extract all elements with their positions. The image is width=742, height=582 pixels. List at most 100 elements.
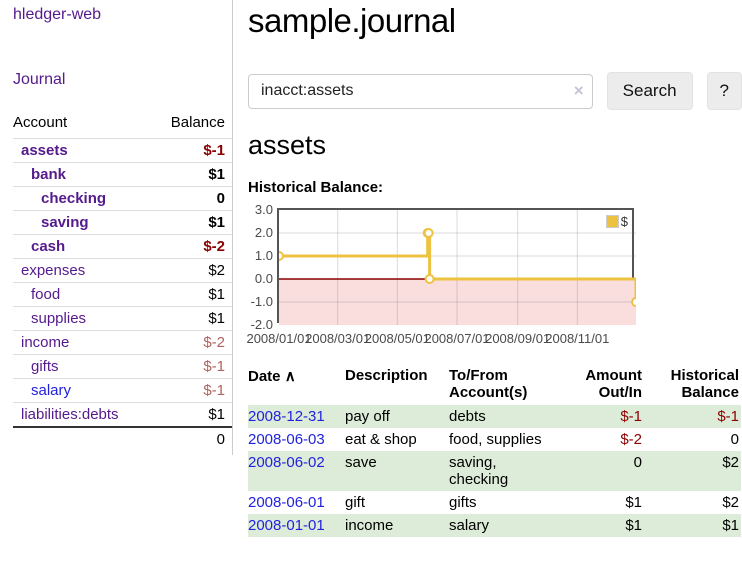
chart-canvas <box>279 210 636 325</box>
account-balance: $-1 <box>151 354 232 379</box>
account-row: salary $-1 <box>13 378 232 403</box>
transaction-amount: $-1 <box>620 408 642 425</box>
nav-journal-link[interactable]: Journal <box>13 71 66 88</box>
transaction-date-link[interactable]: 2008-06-01 <box>248 494 325 511</box>
accounts-table: Account Balance assets $-1 bank $1 checking 0… <box>13 110 232 451</box>
search-input[interactable] <box>248 73 593 109</box>
app-title-link[interactable]: hledger-web <box>13 6 102 23</box>
account-link[interactable]: food <box>31 286 61 303</box>
register-header-amount: Amount Out/In <box>585 367 642 401</box>
accounts-header-account: Account <box>13 110 152 139</box>
account-row: expenses $2 <box>13 258 232 283</box>
help-button[interactable]: ? <box>706 72 742 110</box>
account-link[interactable]: supplies <box>31 310 87 327</box>
historical-balance-chart: 3.0 2.0 1.0 0.0 -1.0 -2.0 $ 2008/01/01 2008/03… <box>246 202 742 348</box>
x-tick-label: 2008/09/01 <box>485 331 551 346</box>
search-button[interactable]: Search <box>606 72 693 110</box>
transaction-amount: $1 <box>625 517 642 534</box>
transaction-date-link[interactable]: 2008-12-31 <box>248 408 325 425</box>
register-row: 2008-06-01 gift gifts $1 $2 <box>248 491 741 514</box>
chart-plot-area: $ <box>277 208 636 325</box>
transaction-description: gift <box>345 494 366 511</box>
account-row: food $1 <box>13 282 232 307</box>
account-balance: $-2 <box>151 330 232 355</box>
register-row: 2008-06-02 save saving, checking 0 $2 <box>248 451 741 491</box>
transaction-amount: 0 <box>633 454 642 471</box>
transaction-balance: $-1 <box>717 408 739 425</box>
transaction-balance: $2 <box>722 454 739 471</box>
chart-legend: $ <box>604 213 629 230</box>
transaction-description: save <box>345 454 377 471</box>
legend-swatch-icon <box>605 215 619 228</box>
x-tick-label: 2008/11/01 <box>545 331 610 346</box>
account-link[interactable]: assets <box>21 142 68 159</box>
account-row: supplies $1 <box>13 306 232 331</box>
transaction-accounts: debts <box>449 408 486 425</box>
account-balance: $-2 <box>151 234 232 259</box>
transaction-description: pay off <box>345 408 390 425</box>
main-content: sample.journal × Search ? assets Histori… <box>246 0 742 537</box>
transaction-date-link[interactable]: 2008-06-03 <box>248 431 325 448</box>
account-balance: $1 <box>151 282 232 307</box>
account-balance: $1 <box>151 210 232 235</box>
register-header-accounts: To/From Account(s) <box>449 367 528 401</box>
transaction-date-link[interactable]: 2008-01-01 <box>248 517 325 534</box>
chart-title: Historical Balance: <box>248 179 384 196</box>
account-row: bank $1 <box>13 162 232 187</box>
account-link[interactable]: gifts <box>31 358 59 375</box>
account-link[interactable]: income <box>21 334 70 351</box>
accounts-header-balance: Balance <box>151 110 232 139</box>
account-row: saving $1 <box>13 210 232 235</box>
account-row: assets $-1 <box>13 138 232 163</box>
account-row: gifts $-1 <box>13 354 232 379</box>
account-link[interactable]: cash <box>31 238 66 255</box>
account-balance: $1 <box>151 306 232 331</box>
account-balance: $-1 <box>151 378 232 403</box>
account-balance: 0 <box>151 186 232 211</box>
register-row: 2008-06-03 eat & shop food, supplies $-2 0 <box>248 428 741 451</box>
account-balance: $1 <box>151 402 232 428</box>
account-link[interactable]: expenses <box>21 262 86 279</box>
account-row: liabilities:debts $1 <box>13 402 232 428</box>
x-tick-label: 2008/05/01 <box>364 331 430 346</box>
clear-search-icon[interactable]: × <box>573 80 584 100</box>
y-tick-label: -1.0 <box>250 294 273 309</box>
account-balance: $2 <box>151 258 232 283</box>
search-bar: × Search ? <box>248 72 742 110</box>
register-header-description: Description <box>345 367 428 384</box>
search-box: × <box>248 73 593 109</box>
accounts-header-row: Account Balance <box>13 110 232 139</box>
register-row: 2008-01-01 income salary $1 $1 <box>248 514 741 537</box>
sidebar: hledger-web Journal Account Balance asse… <box>0 0 233 455</box>
account-link[interactable]: bank <box>31 166 67 183</box>
account-row: checking 0 <box>13 186 232 211</box>
register-table: Date ∧ Description To/From Account(s) Am… <box>248 365 741 537</box>
x-tick-label: 2008/03/01 <box>305 331 371 346</box>
accounts-total-balance: 0 <box>151 426 232 451</box>
account-link[interactable]: salary <box>31 382 72 399</box>
account-row: cash $-2 <box>13 234 232 259</box>
transaction-balance: $1 <box>722 517 739 534</box>
transaction-accounts: salary <box>449 517 490 534</box>
account-link[interactable]: saving <box>41 214 89 231</box>
account-heading: assets <box>248 130 327 160</box>
register-header-date[interactable]: Date ∧ <box>248 368 296 385</box>
x-tick-label: 2008/01/01 <box>246 331 312 346</box>
transaction-description: eat & shop <box>345 431 417 448</box>
transaction-amount: $-2 <box>620 431 642 448</box>
account-balance: $1 <box>151 162 232 187</box>
account-link[interactable]: checking <box>41 190 107 207</box>
accounts-total-row: 0 <box>13 426 232 451</box>
transaction-balance: 0 <box>730 431 739 448</box>
account-row: income $-2 <box>13 330 232 355</box>
transaction-date-link[interactable]: 2008-06-02 <box>248 454 325 471</box>
y-tick-label: 0.0 <box>254 271 273 286</box>
y-tick-label: 2.0 <box>254 225 273 240</box>
account-link[interactable]: liabilities:debts <box>21 406 119 423</box>
account-balance: $-1 <box>151 138 232 163</box>
transaction-balance: $2 <box>722 494 739 511</box>
transaction-accounts: gifts <box>449 494 477 511</box>
transaction-accounts: food, supplies <box>449 431 542 448</box>
y-tick-label: 1.0 <box>254 248 273 263</box>
transaction-amount: $1 <box>625 494 642 511</box>
